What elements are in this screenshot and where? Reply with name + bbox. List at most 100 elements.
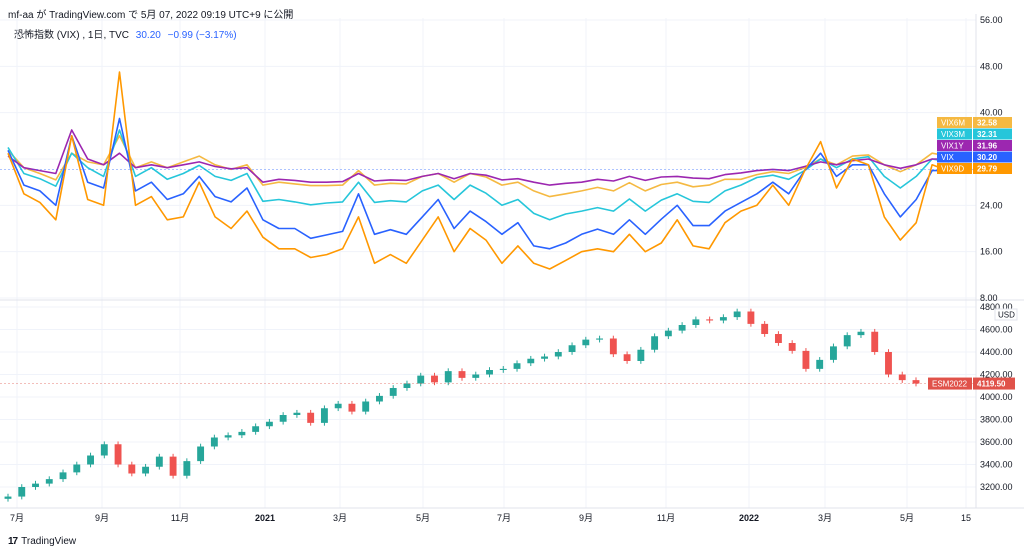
candle-body [4, 496, 12, 499]
candle-body [802, 350, 810, 369]
symbol-title[interactable]: 恐怖指数 (VIX) , 1日, TVC [14, 30, 130, 41]
candle-body [334, 403, 342, 409]
price-axis-label: 3400.00 [980, 460, 1013, 470]
candle-body [197, 446, 205, 462]
candle-body [706, 319, 714, 321]
symbol-value: 30.20 [135, 30, 161, 41]
candle-body [210, 437, 218, 447]
time-axis-label: 3月 [333, 513, 347, 523]
candle-body [128, 464, 136, 474]
series-tag-value: 29.79 [977, 165, 998, 174]
candle-body [155, 456, 163, 467]
series-line-vix1y [7, 129, 965, 186]
candle-body [362, 401, 370, 412]
author-name[interactable]: mf-aa [8, 10, 34, 21]
price-axis-label: 4800.00 [980, 302, 1013, 312]
series-tag-value-bg [973, 140, 1012, 151]
series-tag-name-bg [937, 140, 972, 151]
candle-body [114, 444, 122, 465]
series-tag-name-bg [937, 117, 972, 128]
series-line-vix9d [7, 71, 965, 270]
candle-body [444, 371, 452, 383]
series-tag-name: VIX6M [941, 119, 965, 128]
series-tag-name: ESM2022 [932, 380, 968, 389]
candle-body [761, 323, 769, 334]
candle-body [541, 356, 548, 359]
series-tag-value-bg [973, 117, 1012, 128]
candle-body [348, 403, 356, 412]
candle-body [100, 444, 108, 456]
vix-legend: 恐怖指数 (VIX) , 1日, TVC 30.20 −0.99 (−3.17%… [14, 26, 237, 41]
candle-body [664, 330, 672, 337]
footer-brand-name: TradingView [21, 536, 77, 547]
series-tag-name: VIX [941, 153, 955, 162]
series-tag-value-bg [973, 128, 1012, 140]
time-axis-label: 2021 [255, 513, 275, 523]
candle-body [417, 375, 425, 384]
candle-body [623, 354, 631, 361]
candle-body [142, 466, 150, 474]
candle-body [265, 421, 273, 427]
candle-body [871, 331, 879, 352]
candle-body [224, 435, 232, 438]
price-axis-label: 48.00 [980, 61, 1003, 71]
series-tag-value: 30.20 [977, 153, 998, 162]
currency-unit-box [994, 308, 1018, 321]
time-axis-label: 11月 [171, 513, 189, 523]
series-tag-value: 31.96 [977, 142, 998, 151]
publish-header: mf-aa が TradingView.com で 5月 07, 2022 09… [8, 6, 293, 21]
candle-body [32, 483, 39, 487]
series-tag-value: 4119.50 [977, 380, 1006, 389]
candle-body [431, 375, 438, 383]
candle-body [59, 472, 67, 480]
candle-body [73, 464, 81, 473]
time-axis-label: 15 [961, 513, 971, 523]
footer-brand: 17 TradingView [8, 536, 76, 547]
time-axis-label: 2022 [739, 513, 759, 523]
header-via: が [36, 10, 47, 21]
time-axis-label: 7月 [10, 513, 24, 523]
series-tag-value-bg [973, 151, 1012, 163]
candle-body [843, 335, 851, 347]
series-tag-name-bg [928, 377, 972, 390]
series-tag-name-bg [937, 151, 972, 163]
candle-body [554, 352, 562, 357]
series-tag-value: 32.58 [977, 119, 998, 128]
candle-body [830, 346, 837, 360]
time-axis-label: 11月 [657, 513, 675, 523]
price-axis-label: 3800.00 [980, 415, 1013, 425]
candle-body [293, 412, 301, 415]
publish-date: で 5月 07, 2022 09:19 UTC+9 に公開 [128, 10, 294, 21]
time-axis-label: 9月 [579, 513, 593, 523]
candle-body [389, 388, 397, 396]
time-axis-label: 7月 [497, 513, 511, 523]
candle-body [527, 358, 535, 364]
candle-body [816, 359, 824, 369]
price-axis-label: 4000.00 [980, 392, 1013, 402]
series-tag-name-bg [937, 163, 972, 174]
candle-body [651, 336, 659, 350]
candle-body [403, 383, 411, 388]
candle-body [733, 311, 741, 318]
symbol-change: −0.99 (−3.17%) [167, 30, 237, 41]
candle-body [513, 363, 521, 369]
candle-body [499, 368, 507, 370]
candle-body [885, 352, 892, 375]
platform-name[interactable]: TradingView.com [49, 10, 126, 21]
candle-body [898, 374, 906, 381]
candle-body [320, 408, 328, 423]
candle-body [376, 395, 383, 402]
time-axis-label: 5月 [900, 513, 914, 523]
candle-body [18, 487, 26, 497]
candle-body [238, 431, 246, 436]
candle-body [568, 345, 576, 352]
candle-body [582, 339, 590, 346]
price-axis-label: 4200.00 [980, 370, 1013, 380]
candle-body [747, 311, 755, 324]
series-line-vix6m [7, 135, 965, 198]
candle-body [719, 317, 727, 321]
candle-body [45, 479, 53, 484]
tradingview-logo-icon: 17 [8, 536, 18, 547]
candle-body [678, 325, 686, 331]
